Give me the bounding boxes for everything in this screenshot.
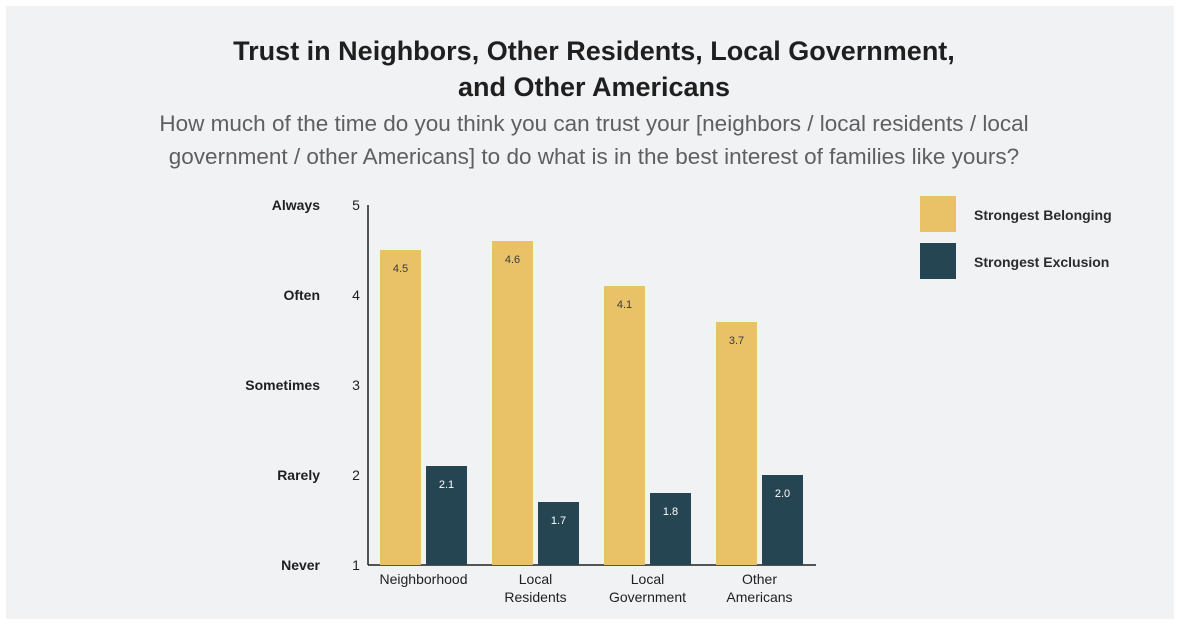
bar-value-label: 4.6 <box>505 254 520 266</box>
bar <box>650 493 691 565</box>
y-tick-label: 1 <box>352 557 360 573</box>
y-tick-label: 5 <box>352 197 360 213</box>
y-tick-label: 2 <box>352 467 360 483</box>
bar <box>492 241 533 565</box>
bar-value-label: 3.7 <box>729 335 744 347</box>
bar <box>604 286 645 565</box>
bar-value-label: 4.5 <box>393 263 408 275</box>
x-category-label: Residents <box>504 589 566 605</box>
bar-value-label: 2.1 <box>439 479 454 491</box>
y-tick-word-label: Often <box>283 287 320 303</box>
x-category-label: Local <box>519 571 552 587</box>
y-tick-word-label: Sometimes <box>245 377 320 393</box>
x-category-label: Neighborhood <box>380 571 468 587</box>
y-tick-word-label: Always <box>272 197 320 213</box>
chart-subtitle-line-2: government / other Americans] to do what… <box>168 144 1020 169</box>
bar <box>380 250 421 565</box>
chart-subtitle: How much of the time do you think you ca… <box>60 107 1128 173</box>
chart-panel <box>6 6 1174 619</box>
legend-label: Strongest Belonging <box>974 207 1112 223</box>
legend-swatch <box>920 243 956 279</box>
y-tick-label: 4 <box>352 287 360 303</box>
chart-title-line-2: and Other Americans <box>457 72 731 102</box>
y-tick-word-label: Never <box>281 557 320 573</box>
legend-label: Strongest Exclusion <box>974 254 1109 270</box>
y-tick-word-label: Rarely <box>277 467 320 483</box>
x-category-label: Other <box>742 571 777 587</box>
bar-value-label: 1.7 <box>551 515 566 527</box>
y-tick-label: 3 <box>352 377 360 393</box>
chart-title-line-1: Trust in Neighbors, Other Residents, Loc… <box>233 36 955 66</box>
x-category-label: Americans <box>726 589 792 605</box>
bar-value-label: 2.0 <box>775 488 790 500</box>
x-category-label: Local <box>631 571 664 587</box>
bar <box>762 475 803 565</box>
bar-value-label: 1.8 <box>663 506 678 518</box>
bar <box>716 322 757 565</box>
bar <box>538 502 579 565</box>
chart-title: Trust in Neighbors, Other Residents, Loc… <box>0 33 1180 105</box>
chart-subtitle-line-1: How much of the time do you think you ca… <box>159 111 1029 136</box>
x-category-label: Government <box>609 589 686 605</box>
legend-swatch <box>920 196 956 232</box>
bar <box>426 466 467 565</box>
bar-value-label: 4.1 <box>617 299 632 311</box>
